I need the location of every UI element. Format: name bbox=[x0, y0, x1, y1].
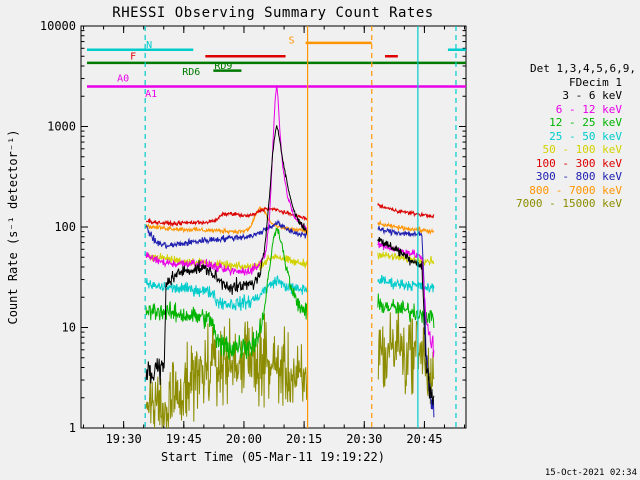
legend-entry-3-6-kev: 3 - 6 keV bbox=[562, 89, 622, 102]
series-3-6-kev bbox=[145, 125, 435, 406]
flag-label-N: N bbox=[146, 40, 152, 51]
legend-entry-300-800-kev: 300 - 800 keV bbox=[535, 170, 622, 183]
legend-entry-100-300-kev: 100 - 300 keV bbox=[535, 156, 622, 170]
legend-entry-800-7000-kev: 800 - 7000 keV bbox=[529, 183, 622, 197]
legend-entry-6-12-kev: 6 - 12 keV bbox=[555, 102, 622, 116]
render-timestamp: 15-Oct-2021 02:34 bbox=[544, 468, 637, 478]
y-tick-label: 1 bbox=[69, 421, 76, 435]
x-tick-label: 20:45 bbox=[406, 432, 442, 446]
flag-label-F: F bbox=[130, 51, 136, 62]
y-tick-label: 100 bbox=[54, 220, 76, 234]
x-tick-label: 19:30 bbox=[106, 432, 142, 446]
y-tick-label: 10 bbox=[62, 321, 76, 335]
x-tick-label: 20:30 bbox=[346, 432, 382, 446]
x-tick-label: 19:45 bbox=[166, 432, 202, 446]
legend: Det 1,3,4,5,6,9, FDecim 1 3 - 6 keV 6 - … bbox=[516, 62, 636, 211]
series-7000-15000-kev bbox=[145, 302, 435, 429]
legend-detector-line: Det 1,3,4,5,6,9, bbox=[530, 62, 636, 75]
legend-entry-50-100-kev: 50 - 100 keV bbox=[542, 143, 622, 156]
series-100-300-kev bbox=[145, 202, 435, 228]
legend-entry-25-50-kev: 25 - 50 keV bbox=[549, 129, 622, 143]
y-axis-title: Count Rate (s⁻¹ detector⁻¹) bbox=[6, 129, 20, 324]
flag-label-A1: A1 bbox=[145, 89, 157, 100]
chart-title: RHESSI Observing Summary Count Rates bbox=[112, 5, 433, 21]
flag-label-RD9: RD9 bbox=[214, 61, 232, 72]
y-tick-label: 1000 bbox=[47, 120, 76, 134]
series-50-100-kev bbox=[145, 250, 435, 272]
y-tick-label: 10000 bbox=[40, 19, 76, 33]
legend-fdecim-line: FDecim 1 bbox=[569, 75, 622, 89]
legend-entry-12-25-kev: 12 - 25 keV bbox=[549, 116, 622, 129]
x-tick-label: 20:00 bbox=[226, 432, 262, 446]
x-axis-title: Start Time (05-Mar-11 19:19:22) bbox=[161, 450, 385, 464]
flag-label-RD6: RD6 bbox=[182, 67, 200, 78]
legend-entry-7000-15000-kev: 7000 - 15000 keV bbox=[516, 197, 622, 210]
series-25-50-kev bbox=[145, 275, 435, 311]
flag-label-S: S bbox=[289, 35, 295, 46]
x-tick-label: 20:15 bbox=[286, 432, 322, 446]
flag-label-A0: A0 bbox=[117, 74, 129, 85]
